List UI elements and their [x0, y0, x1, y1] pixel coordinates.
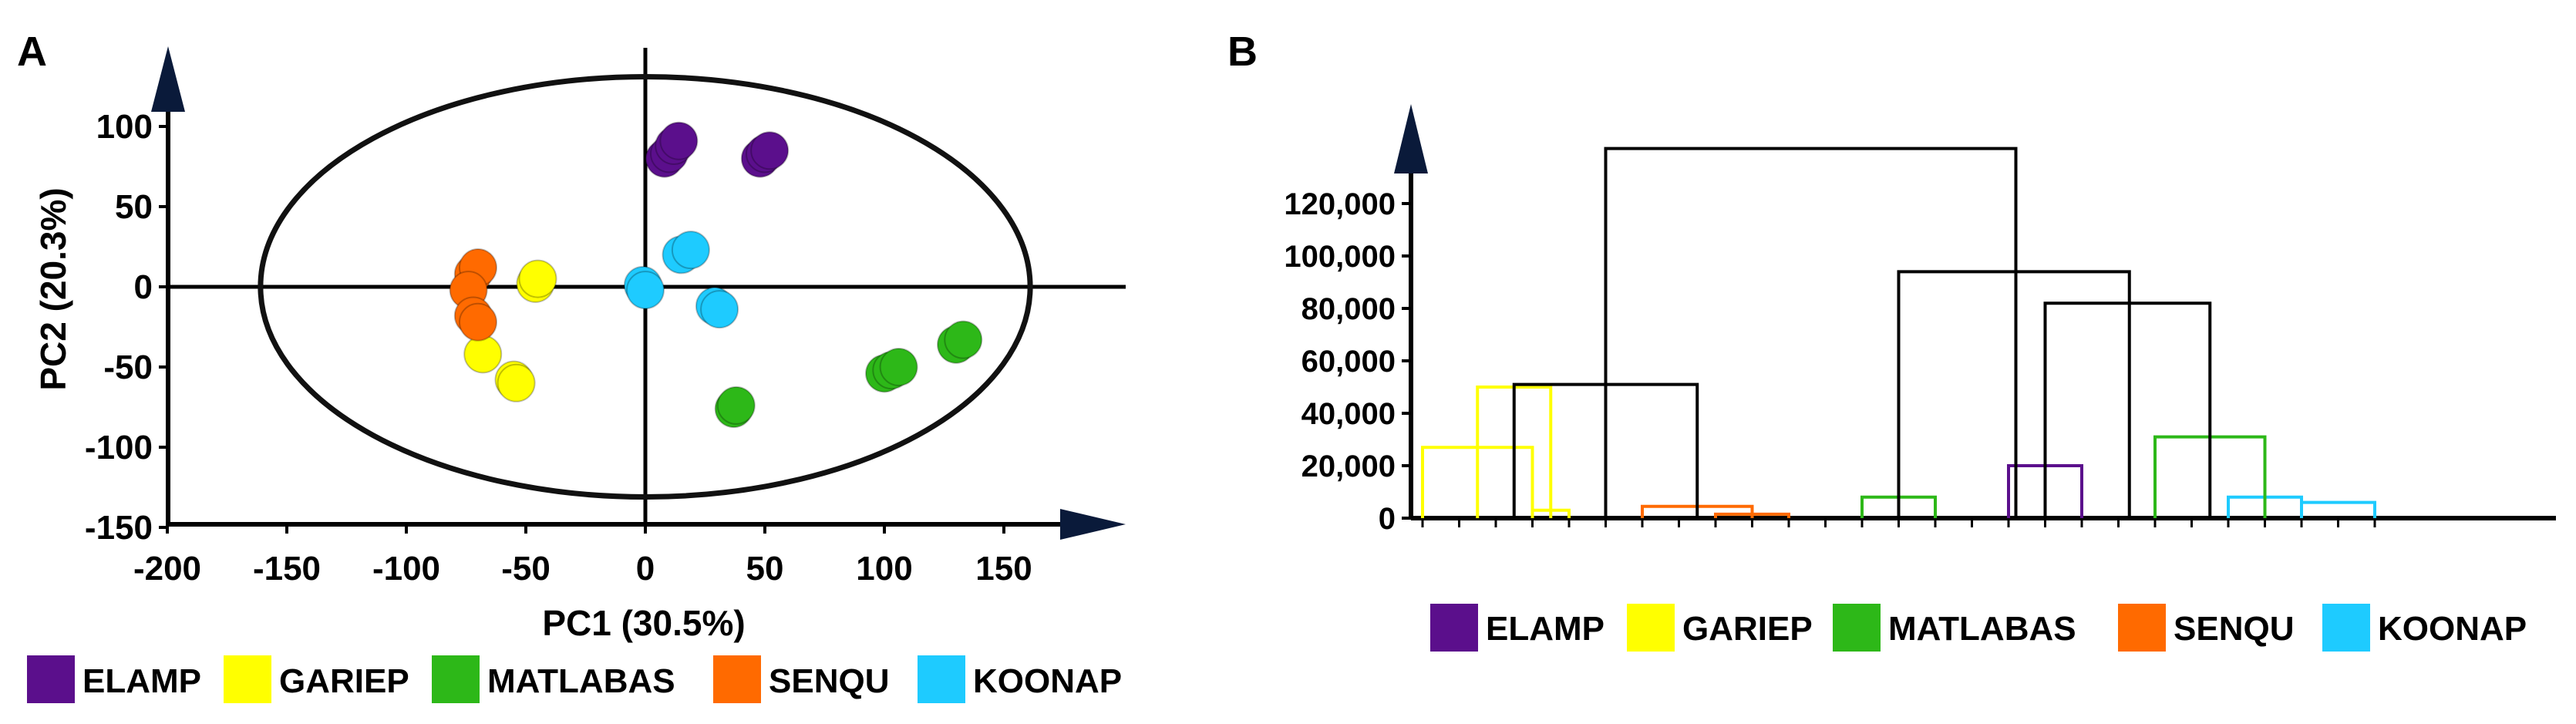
point-gariep	[497, 363, 536, 402]
dendro-y-tick-label: 120,000	[1284, 187, 1396, 221]
point-koonap	[700, 290, 739, 329]
legend-swatch-koonap	[918, 655, 965, 703]
x-axis-arrow	[1060, 509, 1126, 540]
legend-swatch-matlabas	[432, 655, 480, 703]
point-elamp	[659, 121, 699, 160]
x-tick-label: -200	[133, 550, 201, 588]
hotelling-ellipse	[258, 74, 1033, 500]
legend-swatch-gariep	[224, 655, 271, 703]
dendro-y-tick-label: 60,000	[1301, 345, 1396, 379]
dendro-y-arrow	[1394, 104, 1428, 173]
point-matlabas	[879, 348, 918, 386]
x-tick-label: 0	[636, 550, 655, 588]
legend-b-label-senqu: SENQU	[2174, 610, 2294, 648]
y-tick-label: 0	[134, 268, 153, 306]
legend-b-swatch-matlabas	[1833, 604, 1881, 652]
legend-b-swatch-elamp	[1430, 604, 1478, 652]
confidence-ellipse	[258, 74, 1033, 500]
dendrogram-links	[1421, 146, 2376, 518]
dendrogram-tick-labels: 0 20,000 40,000 60,000 80,000 100,000 120,000	[1284, 187, 1396, 536]
point-matlabas	[944, 320, 983, 359]
legend-label-matlabas: MATLABAS	[487, 662, 675, 700]
legend-b: ELAMP GARIEP MATLABAS SENQU KOONAP	[1430, 604, 2527, 652]
dendro-link	[1897, 270, 2131, 518]
y-axis-title: PC2 (20.3%)	[33, 187, 73, 390]
point-gariep	[518, 259, 557, 298]
legend-label-elamp: ELAMP	[82, 662, 201, 700]
panel-a-pca-scatter: A -200 -150 -100 -50 0 50 100 150-150-100-50050…	[17, 29, 1126, 703]
legend-swatch-senqu	[713, 655, 761, 703]
legend-b-label-matlabas: MATLABAS	[1888, 610, 2076, 648]
dendro-link	[1604, 146, 2018, 518]
legend-b-label-koonap: KOONAP	[2378, 610, 2527, 648]
x-tick-label: 150	[975, 550, 1032, 588]
point-koonap	[671, 231, 710, 270]
legend-b-swatch-senqu	[2118, 604, 2166, 652]
dendro-y-tick-label: 20,000	[1301, 450, 1396, 483]
point-koonap	[626, 271, 665, 310]
legend-b-label-gariep: GARIEP	[1682, 610, 1813, 648]
panel-a-label: A	[17, 29, 47, 75]
pca-tick-labels: -200 -150 -100 -50 0 50 100 150-150-100-5005010…	[85, 108, 1032, 588]
x-axis-title: PC1 (30.5%)	[542, 603, 745, 643]
dendro-link	[2300, 500, 2376, 518]
x-tick-label: -150	[253, 550, 321, 588]
point-senqu	[459, 302, 497, 342]
dendrogram-axes	[1394, 104, 2556, 527]
y-tick-label: -150	[85, 509, 153, 547]
dendro-y-tick-label: 0	[1379, 502, 1396, 536]
y-axis-arrow	[151, 46, 185, 112]
legend-b-swatch-gariep	[1627, 604, 1675, 652]
point-matlabas	[716, 386, 756, 425]
legend-label-senqu: SENQU	[769, 662, 889, 700]
dendro-link	[1714, 512, 1790, 518]
x-tick-label: 100	[856, 550, 912, 588]
dendro-y-tick-label: 80,000	[1301, 292, 1396, 326]
panel-b-label: B	[1227, 29, 1258, 75]
panel-b-dendrogram: B 0 20,000 40,000 60,000 80,000 100,000 120,00…	[1227, 29, 2556, 652]
dendro-y-tick-label: 100,000	[1284, 240, 1396, 274]
y-tick-label: -100	[85, 429, 153, 466]
point-elamp	[750, 131, 790, 170]
legend-b-label-elamp: ELAMP	[1486, 610, 1605, 648]
y-tick-label: -50	[103, 349, 153, 386]
x-tick-label: -50	[501, 550, 551, 588]
dendro-y-tick-label: 40,000	[1301, 397, 1396, 431]
legend-b-swatch-koonap	[2322, 604, 2370, 652]
pca-points	[449, 121, 983, 429]
legend-label-gariep: GARIEP	[279, 662, 409, 700]
y-tick-label: 100	[96, 108, 153, 146]
x-tick-label: 50	[746, 550, 784, 588]
dendro-link	[2043, 301, 2212, 518]
legend-label-koonap: KOONAP	[973, 662, 1122, 700]
point-gariep	[463, 335, 503, 374]
x-tick-label: -100	[372, 550, 440, 588]
y-tick-label: 50	[115, 188, 153, 226]
legend-a: ELAMP GARIEP MATLABAS SENQU KOONAP	[27, 655, 1122, 703]
legend-swatch-elamp	[27, 655, 75, 703]
